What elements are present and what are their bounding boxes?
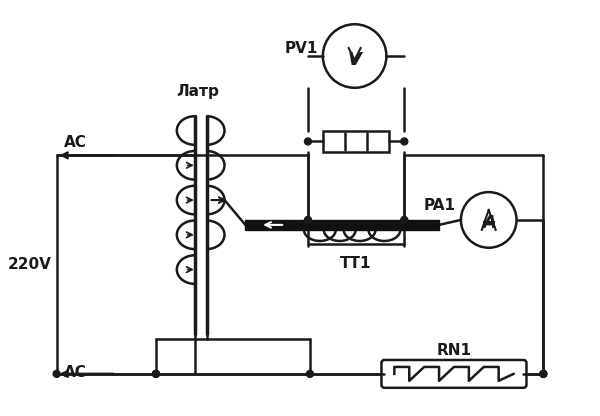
Bar xyxy=(245,220,439,230)
Circle shape xyxy=(152,370,160,377)
Circle shape xyxy=(53,370,60,377)
Text: 220V: 220V xyxy=(8,257,52,272)
FancyBboxPatch shape xyxy=(382,360,526,388)
Circle shape xyxy=(401,216,408,223)
Text: RN1: RN1 xyxy=(436,343,472,358)
Text: Латр: Латр xyxy=(176,84,219,99)
Bar xyxy=(323,131,389,152)
Circle shape xyxy=(304,216,311,223)
Text: AC: AC xyxy=(64,365,86,380)
Text: ТТ1: ТТ1 xyxy=(340,256,372,271)
Text: AC: AC xyxy=(64,135,86,151)
Circle shape xyxy=(304,138,311,145)
Circle shape xyxy=(307,370,313,377)
Text: PV1: PV1 xyxy=(284,41,318,56)
Circle shape xyxy=(401,138,408,145)
Text: A: A xyxy=(482,214,496,232)
Circle shape xyxy=(540,370,547,377)
Text: PA1: PA1 xyxy=(424,198,456,213)
Circle shape xyxy=(152,370,160,377)
Circle shape xyxy=(540,370,547,377)
Text: V: V xyxy=(347,51,362,69)
